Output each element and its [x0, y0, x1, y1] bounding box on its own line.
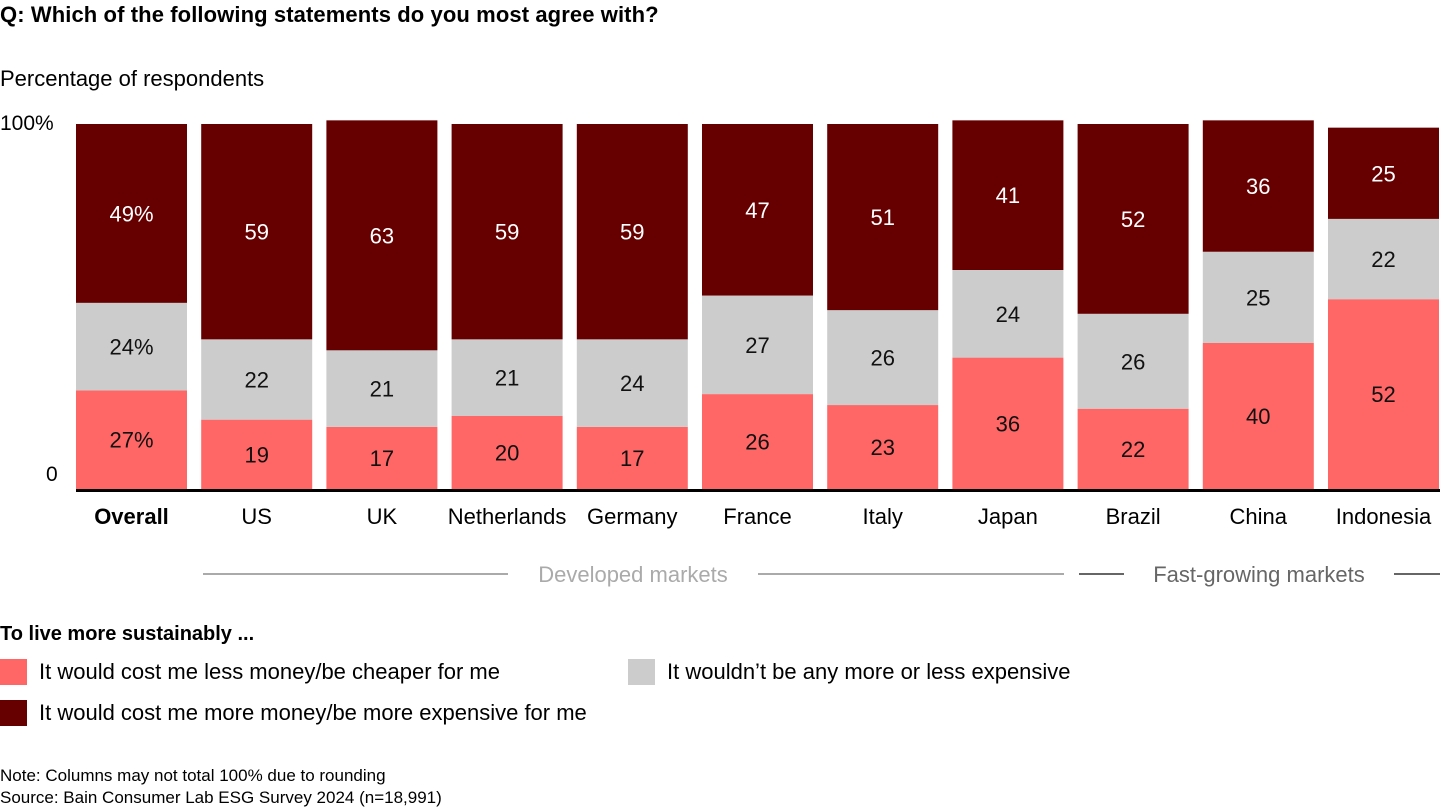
data-label-expensive: 51: [870, 205, 894, 230]
data-label-expensive: 59: [620, 220, 644, 245]
bar-segment-cheaper: [1328, 299, 1439, 489]
bar-segment-neutral: [326, 350, 438, 427]
legend-label-cheaper: It would cost me less money/be cheaper f…: [39, 659, 500, 684]
y-tick-0: 0: [46, 463, 58, 486]
legend-item-expensive: It would cost me more money/be more expe…: [0, 700, 587, 726]
data-label-cheaper: 36: [996, 411, 1020, 436]
data-label-expensive: 36: [1246, 174, 1270, 199]
data-label-neutral: 22: [1371, 247, 1395, 272]
bar-segment-cheaper: [326, 426, 438, 489]
chart-title: Q: Which of the following statements do …: [0, 2, 659, 27]
data-label-cheaper: 40: [1246, 404, 1270, 429]
legend-swatch-expensive: [0, 700, 27, 726]
data-label-cheaper: 26: [745, 430, 769, 455]
data-label-cheaper: 19: [244, 442, 268, 467]
legend-label-neutral: It wouldn’t be any more or less expensiv…: [667, 659, 1071, 684]
data-label-neutral: 26: [1121, 349, 1145, 374]
bar-segment-neutral: [201, 339, 313, 420]
bar-segment-neutral: [451, 339, 563, 416]
bar-segment-neutral: [827, 310, 939, 406]
data-label-expensive: 47: [745, 198, 769, 223]
legend-item-cheaper: It would cost me less money/be cheaper f…: [0, 659, 500, 685]
data-label-cheaper: 52: [1371, 382, 1395, 407]
data-label-expensive: 49%: [109, 201, 153, 226]
bar-segment-cheaper: [702, 394, 813, 489]
category-label: Germany: [587, 504, 677, 529]
category-label: Indonesia: [1336, 504, 1432, 529]
group-label-developed: Developed markets: [538, 562, 728, 587]
stacked-bar-chart: 27% 24% 49% Overall 19 22 59 US 17 21 63 UK 20 21 59 Ne…: [76, 120, 1440, 587]
bar-segment-expensive: [451, 124, 563, 340]
data-label-cheaper: 17: [370, 446, 394, 471]
y-axis-title: Percentage of respondents: [0, 66, 265, 91]
data-label-cheaper: 27%: [109, 428, 153, 453]
data-label-cheaper: 22: [1121, 437, 1145, 462]
bar-segment-cheaper: [76, 390, 187, 489]
category-label: Japan: [978, 504, 1038, 529]
category-label: China: [1230, 504, 1288, 529]
data-label-cheaper: 17: [620, 446, 644, 471]
bar-segment-cheaper: [1202, 343, 1314, 489]
data-label-expensive: 52: [1121, 207, 1145, 232]
bar-segment-expensive: [827, 124, 939, 311]
source-note: Source: Bain Consumer Lab ESG Survey 202…: [0, 788, 442, 807]
bar-segment-expensive: [1202, 120, 1314, 252]
data-label-neutral: 22: [244, 368, 268, 393]
legend-title: To live more sustainably ...: [0, 623, 255, 645]
data-label-neutral: 24: [996, 302, 1020, 327]
data-label-expensive: 59: [495, 220, 519, 245]
bar-segment-cheaper: [952, 357, 1064, 489]
bar-segment-neutral: [1202, 251, 1314, 343]
category-label: UK: [367, 504, 398, 529]
data-label-expensive: 25: [1371, 161, 1395, 186]
bar-segment-neutral: [576, 339, 688, 427]
bar-segment-cheaper: [451, 416, 563, 489]
y-tick-100: 100%: [0, 112, 54, 135]
legend-label-expensive: It would cost me more money/be more expe…: [39, 700, 587, 725]
legend-swatch-cheaper: [0, 659, 27, 685]
bar-segment-expensive: [326, 120, 438, 351]
bar-segment-expensive: [1328, 127, 1439, 219]
category-label: Brazil: [1106, 504, 1161, 529]
category-label: Overall: [94, 504, 169, 529]
bar-segment-expensive: [201, 124, 313, 340]
bar-segment-cheaper: [201, 419, 313, 489]
data-label-neutral: 21: [495, 366, 519, 391]
bar-segment-expensive: [1077, 124, 1189, 314]
category-label: US: [241, 504, 272, 529]
bar-segment-cheaper: [827, 405, 939, 489]
data-label-neutral: 21: [370, 377, 394, 402]
data-label-neutral: 26: [870, 346, 894, 371]
bar-segment-neutral: [702, 295, 813, 395]
data-label-expensive: 63: [370, 223, 394, 248]
legend-item-neutral: It wouldn’t be any more or less expensiv…: [628, 659, 1071, 685]
data-label-cheaper: 20: [495, 441, 519, 466]
bar-segment-neutral: [1077, 313, 1189, 409]
group-label-fast-growing: Fast-growing markets: [1153, 562, 1365, 587]
data-label-expensive: 41: [996, 183, 1020, 208]
bar-segment-neutral: [1328, 218, 1439, 300]
bar-segment-expensive: [76, 124, 187, 303]
category-label: Italy: [863, 504, 903, 529]
data-label-neutral: 24: [620, 371, 644, 396]
footnote: Note: Columns may not total 100% due to …: [0, 766, 386, 785]
data-label-neutral: 24%: [109, 335, 153, 360]
bar-segment-neutral: [952, 270, 1064, 358]
legend-swatch-neutral: [628, 659, 655, 685]
bar-segment-cheaper: [1077, 408, 1189, 489]
bar-segment-expensive: [702, 124, 813, 296]
data-label-cheaper: 23: [870, 435, 894, 460]
bar-segment-cheaper: [576, 426, 688, 489]
bar-segment-expensive: [576, 124, 688, 340]
bar-segment-expensive: [952, 120, 1064, 270]
category-label: Netherlands: [448, 504, 567, 529]
data-label-expensive: 59: [244, 220, 268, 245]
category-label: France: [723, 504, 791, 529]
data-label-neutral: 25: [1246, 285, 1270, 310]
bar-segment-neutral: [76, 302, 187, 391]
data-label-neutral: 27: [745, 333, 769, 358]
